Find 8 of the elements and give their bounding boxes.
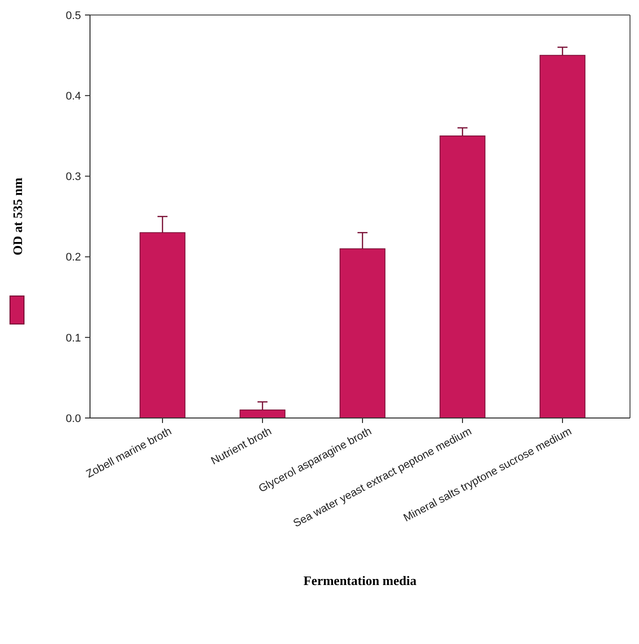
y-tick-label: 0.5	[66, 10, 81, 22]
x-axis-title: Fermentation media	[303, 573, 417, 588]
y-tick-label: 0.0	[66, 412, 81, 425]
y-tick-label: 0.1	[66, 332, 81, 344]
y-axis-title: OD at 535 nm	[10, 178, 25, 256]
y-tick-label: 0.2	[66, 252, 81, 264]
y-tick-label: 0.3	[66, 171, 81, 184]
y-tick-label: 0.4	[66, 90, 81, 102]
